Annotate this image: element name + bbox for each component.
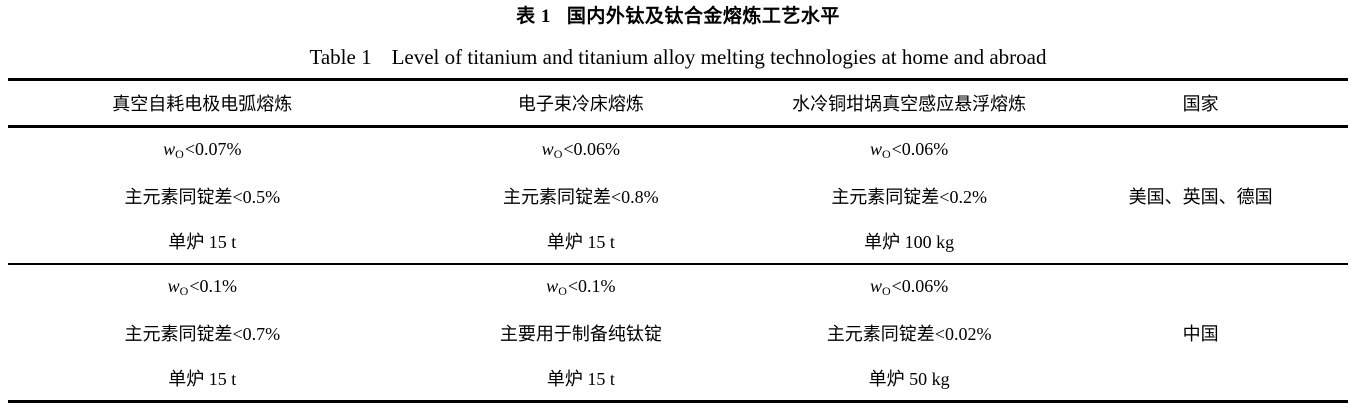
formula-variable: w <box>546 276 559 296</box>
cell-furnace-capacity: 单炉 15 t <box>546 231 615 252</box>
table-row: 单炉 15 t 单炉 15 t 单炉 100 kg <box>8 218 1348 264</box>
cell-oxygen-content: wO<0.06% <box>765 127 1053 174</box>
cell-oxygen-content: wO<0.06% <box>397 127 766 174</box>
cell-country-abroad: 美国、英国、德国 <box>1128 186 1273 207</box>
table-title-en: Table 1 Level of titanium and titanium al… <box>0 44 1356 70</box>
cell-uniformity: 主元素同锭差<0.8% <box>503 186 659 207</box>
formula-subscript: O <box>179 284 189 298</box>
formula-value: <0.1% <box>189 276 237 296</box>
table-number-zh: 表 1 <box>516 6 551 27</box>
formula-value: <0.07% <box>184 139 242 159</box>
formula-variable: w <box>167 276 180 296</box>
formula-variable: w <box>869 276 882 296</box>
table-row: wO<0.07% wO<0.06% wO<0.06% 美国、英国、德国 <box>8 127 1348 207</box>
formula-subscript: O <box>175 147 184 161</box>
formula-subscript: O <box>881 147 891 161</box>
formula-subscript: O <box>553 147 563 161</box>
table-title-zh-text: 国内外钛及钛合金熔炼工艺水平 <box>566 6 840 27</box>
cell-furnace-capacity: 单炉 15 t <box>546 368 615 389</box>
table-row: 单炉 15 t 单炉 15 t 单炉 50 kg <box>8 355 1348 402</box>
formula-value: <0.1% <box>567 276 616 296</box>
table-row: 主元素同锭差<0.7% 主要用于制备纯钛锭 主元素同锭差<0.02% <box>8 310 1348 355</box>
cell-furnace-capacity: 单炉 15 t <box>168 231 237 252</box>
col-header-country: 国家 <box>1182 94 1219 114</box>
table-title-zh: 表 1 国内外钛及钛合金熔炼工艺水平 <box>0 5 1356 29</box>
cell-uniformity: 主元素同锭差<0.2% <box>831 186 987 207</box>
col-header-vacuum-arc: 真空自耗电极电弧熔炼 <box>112 94 293 114</box>
cell-oxygen-content: wO<0.07% <box>8 127 397 174</box>
formula-value: <0.06% <box>891 139 949 159</box>
cell-country-china: 中国 <box>1182 323 1219 344</box>
cell-furnace-capacity: 单炉 15 t <box>168 368 237 389</box>
header-row: 真空自耗电极电弧熔炼 电子束冷床熔炼 水冷铜坩埚真空感应悬浮熔炼 国家 <box>8 80 1348 127</box>
cell-uniformity: 主元素同锭差<0.7% <box>124 323 281 344</box>
formula-variable: w <box>541 139 554 159</box>
table-title-en-text: Level of titanium and titanium alloy mel… <box>391 45 1047 69</box>
cell-oxygen-content: wO<0.06% <box>765 264 1053 310</box>
formula-value: <0.06% <box>891 276 949 296</box>
formula-subscript: O <box>881 284 891 298</box>
formula-value: <0.06% <box>563 139 621 159</box>
cell-furnace-capacity: 单炉 100 kg <box>864 231 955 252</box>
table-row: 主元素同锭差<0.5% 主元素同锭差<0.8% 主元素同锭差<0.2% <box>8 173 1348 218</box>
cell-oxygen-content: wO<0.1% <box>8 264 397 310</box>
cell-oxygen-content: wO<0.1% <box>397 264 766 310</box>
table-number-en: Table 1 <box>309 45 372 69</box>
formula-variable: w <box>163 139 176 159</box>
cell-uniformity: 主要用于制备纯钛锭 <box>499 323 662 344</box>
formula-subscript: O <box>558 284 567 298</box>
col-header-induction-levitation: 水冷铜坩埚真空感应悬浮熔炼 <box>792 94 1027 114</box>
cell-uniformity: 主元素同锭差<0.5% <box>124 186 281 207</box>
melting-technology-table: 真空自耗电极电弧熔炼 电子束冷床熔炼 水冷铜坩埚真空感应悬浮熔炼 国家 wO<0… <box>8 78 1348 403</box>
cell-furnace-capacity: 单炉 50 kg <box>868 368 950 389</box>
formula-variable: w <box>869 139 882 159</box>
table-row: wO<0.1% wO<0.1% wO<0.06% 中国 <box>8 264 1348 344</box>
cell-uniformity: 主元素同锭差<0.02% <box>826 323 992 344</box>
col-header-electron-beam: 电子束冷床熔炼 <box>517 94 644 114</box>
